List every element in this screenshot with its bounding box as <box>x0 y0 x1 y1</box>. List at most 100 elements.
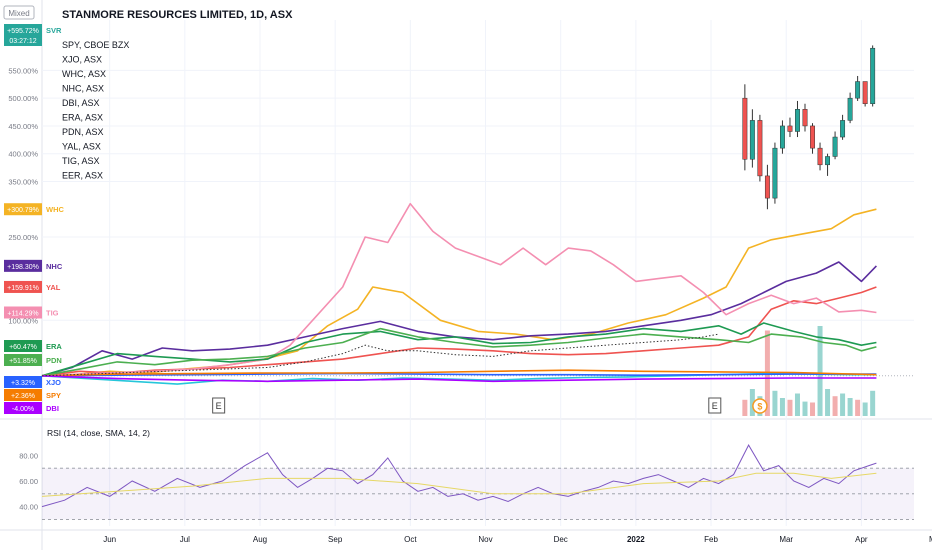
rsi-tick-label: 40.00 <box>19 503 38 512</box>
y-tick-label: 350.00% <box>8 177 38 186</box>
earnings-marker-label[interactable]: E <box>216 401 222 411</box>
candle <box>810 123 815 154</box>
legend-item[interactable]: SPY, CBOE BZX <box>62 40 129 50</box>
candle <box>855 75 861 101</box>
series-line-dbi <box>41 375 877 383</box>
volume-bar <box>825 389 831 416</box>
dividend-marker[interactable] <box>752 398 768 414</box>
x-tick-label: Jun <box>103 535 116 544</box>
price-label-code: YAL <box>46 283 61 292</box>
candle-body <box>810 125 815 149</box>
candle-body <box>840 120 846 138</box>
volume-bar <box>870 390 876 416</box>
price-label-svr[interactable]: +595.72% 03:27:12 SVR <box>4 24 62 46</box>
rsi-tick-label: 60.00 <box>19 477 38 486</box>
price-label-box <box>4 354 42 366</box>
price-label-xjo[interactable]: +3.32% XJO <box>4 376 74 388</box>
x-tick-label: Aug <box>253 535 267 544</box>
volume-bar <box>832 396 838 416</box>
candle-body <box>832 136 838 157</box>
x-tick-label: Oct <box>404 535 417 544</box>
x-tick-label: Sep <box>328 535 343 544</box>
price-label-dbi[interactable]: -4.00% DBI <box>4 402 74 414</box>
svr-change: +595.72% <box>7 28 39 35</box>
scale-badge[interactable]: Mixed <box>8 9 29 18</box>
volume-bar <box>742 399 748 416</box>
candle <box>840 114 846 140</box>
legend-item[interactable]: NHC, ASX <box>62 84 104 94</box>
rsi-pane: 80.00 60.00 40.00 RSI (14, close, SMA, 14, … <box>19 428 914 520</box>
y-axis-labels: 550.00% 500.00% 450.00% 400.00% 350.00% 250.0… <box>8 66 38 325</box>
legend[interactable]: SPY, CBOE BZX XJO, ASX WHC, ASX NHC, ASX DBI… <box>62 40 129 181</box>
earnings-marker-label[interactable]: E <box>712 401 718 411</box>
price-label-yal[interactable]: +159.91% YAL <box>4 280 74 293</box>
price-label-tig[interactable]: +114.29% TIG <box>4 306 74 319</box>
x-tick-label: Feb <box>704 535 718 544</box>
y-tick-label: 500.00% <box>8 94 38 103</box>
volume-bar <box>802 401 808 416</box>
legend-item[interactable]: XJO, ASX <box>62 55 102 65</box>
legend-item[interactable]: WHC, ASX <box>62 69 106 79</box>
earnings-marker[interactable] <box>708 397 722 414</box>
candle <box>862 81 868 107</box>
y-tick-label: 550.00% <box>8 66 38 75</box>
volume-bar <box>817 326 823 416</box>
series-line-spy <box>41 369 877 377</box>
price-label-code: ERA <box>46 342 62 351</box>
candle <box>817 142 823 171</box>
price-label-value: +198.30% <box>7 264 39 271</box>
svr-badge-box <box>4 24 42 46</box>
candle <box>795 100 800 138</box>
volume-bar <box>847 398 853 416</box>
price-label-code: XJO <box>46 378 61 387</box>
event-markers[interactable]: E E $ <box>212 397 768 414</box>
price-label-code: WHC <box>46 205 64 214</box>
candle-body <box>772 147 778 199</box>
volume-bar <box>840 393 846 416</box>
price-label-spy[interactable]: +2.36% SPY <box>4 389 74 401</box>
candle-body <box>749 120 755 160</box>
price-label-value: -4.00% <box>12 406 34 413</box>
candle-body <box>855 81 861 99</box>
svr-countdown: 03:27:12 <box>9 38 36 45</box>
candle-body <box>742 97 748 160</box>
scale-badge-box[interactable] <box>3 5 35 20</box>
candle-body <box>795 109 800 132</box>
candle-body <box>757 120 763 177</box>
comparison-series <box>41 202 877 385</box>
price-label-whc[interactable]: +300.79% WHC <box>4 203 74 216</box>
candle <box>764 164 770 210</box>
price-label-code: SPY <box>46 391 61 400</box>
legend-item[interactable]: TIG, ASX <box>62 156 100 166</box>
series-line-whc <box>41 208 877 377</box>
chart-title: STANMORE RESOURCES LIMITED, 1D, ASX <box>62 9 293 21</box>
price-label-code: TIG <box>46 308 59 317</box>
legend-item[interactable]: DBI, ASX <box>62 98 100 108</box>
price-label-era[interactable]: +60.47% ERA <box>4 340 74 352</box>
legend-item[interactable]: EER, ASX <box>62 171 103 181</box>
legend-item[interactable]: PDN, ASX <box>62 127 104 137</box>
price-label-box <box>4 340 42 352</box>
price-label-box <box>4 306 42 319</box>
legend-item[interactable]: YAL, ASX <box>62 142 101 152</box>
candle <box>847 92 853 124</box>
main-candles <box>41 45 876 377</box>
candle <box>772 142 778 204</box>
volume-bar <box>772 390 778 416</box>
earnings-marker[interactable] <box>212 397 226 414</box>
price-label-pdn[interactable]: +51.85% PDN <box>4 354 74 366</box>
candle-body <box>870 47 876 104</box>
legend-item[interactable]: ERA, ASX <box>62 113 103 123</box>
x-tick-label: Apr <box>855 535 868 544</box>
price-label-nhc[interactable]: +198.30% NHC <box>4 259 74 272</box>
rsi-ma-line <box>41 472 877 497</box>
candle <box>802 103 808 132</box>
svr-code: SVR <box>46 26 62 35</box>
candle-body <box>787 125 793 132</box>
price-label-box <box>4 376 42 388</box>
dividend-marker-label[interactable]: $ <box>757 402 762 412</box>
series-price-labels[interactable]: +300.79% WHC +198.30% NHC +159.91% YAL +114.29… <box>4 24 74 414</box>
price-label-box <box>4 203 42 216</box>
